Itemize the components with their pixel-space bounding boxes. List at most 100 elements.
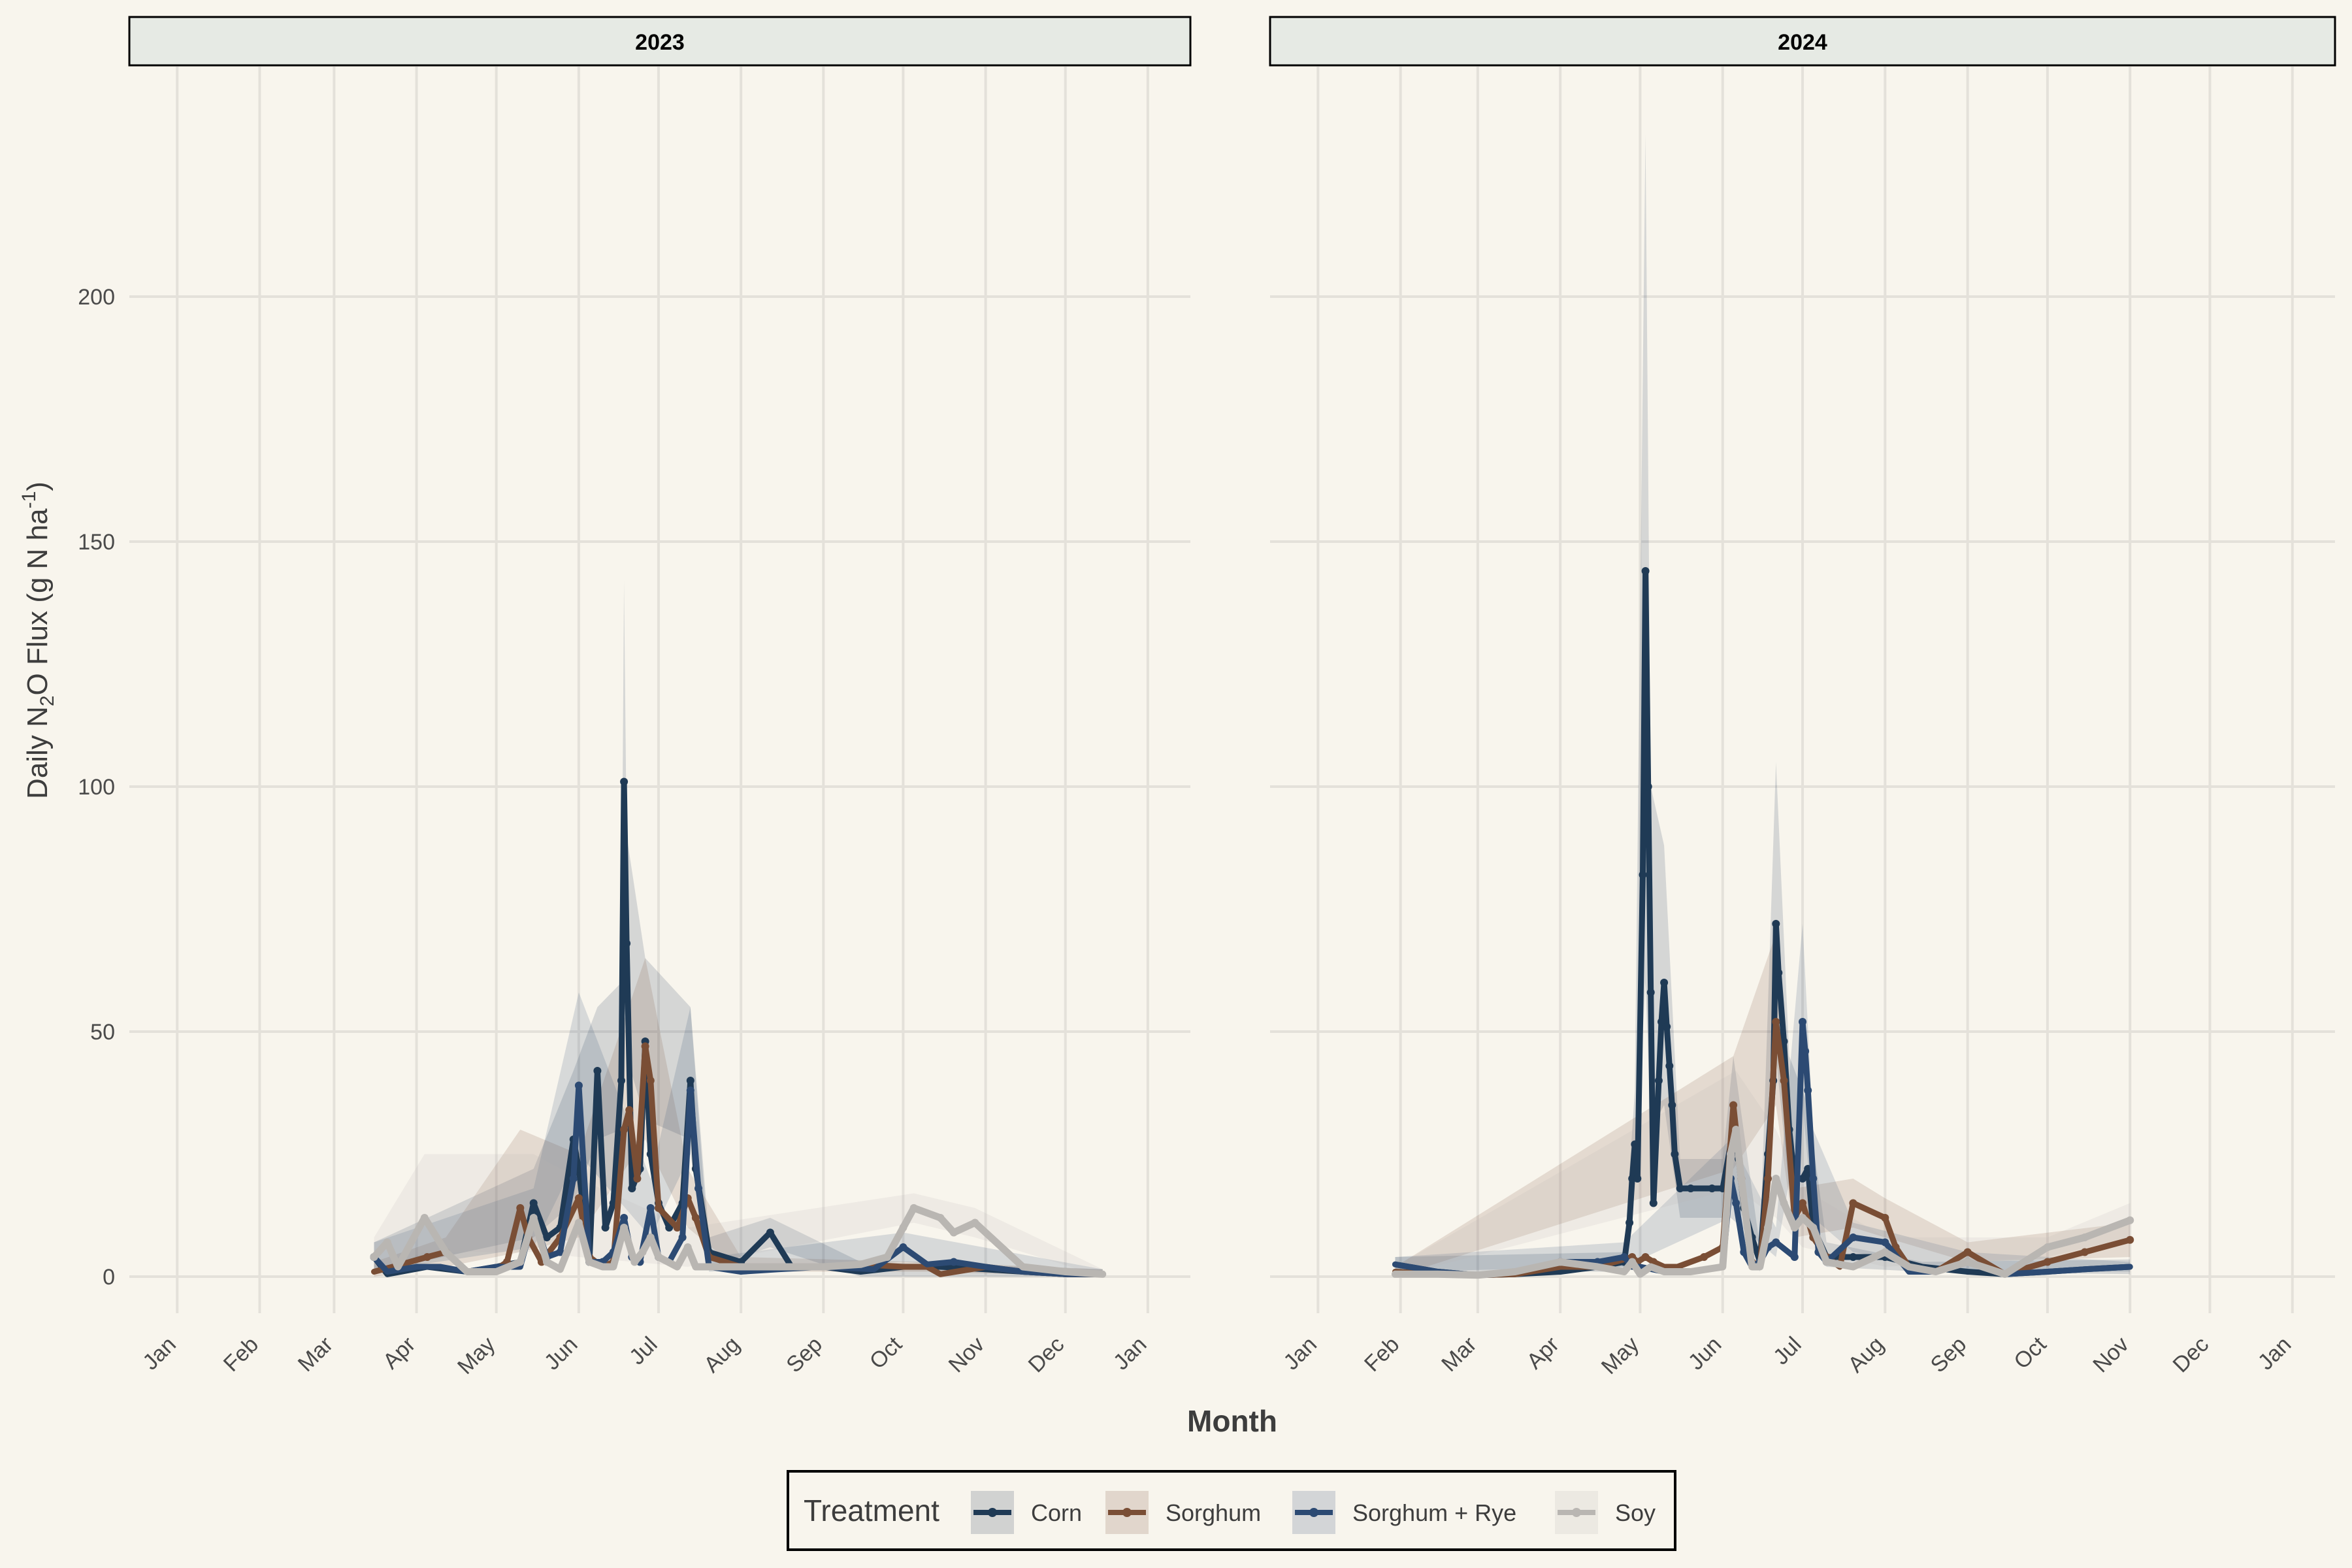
point-corn <box>1780 1037 1788 1045</box>
point-sorghum-rye <box>556 1248 564 1256</box>
point-corn <box>1654 1077 1663 1085</box>
point-sorghum <box>620 1126 629 1134</box>
point-corn <box>1641 567 1650 575</box>
grid <box>129 67 1190 1313</box>
point-sorghum <box>1641 1253 1650 1261</box>
point-sorghum <box>1963 1248 1972 1256</box>
point-soy <box>543 1258 551 1266</box>
point-corn <box>665 1224 674 1232</box>
point-soy <box>1556 1258 1565 1266</box>
y-tick-label: 0 <box>103 1265 115 1290</box>
panel-title: 2023 <box>635 30 685 55</box>
legend-item-soy: Soy <box>1555 1491 1656 1534</box>
point-corn <box>593 1067 602 1075</box>
ribbon-sorghum <box>1395 934 2131 1277</box>
point-corn <box>1671 1150 1679 1158</box>
grid <box>1270 67 2335 1313</box>
point-corn <box>1668 1101 1676 1109</box>
point-sorghum-rye <box>1801 1047 1810 1055</box>
point-sorghum <box>641 1042 649 1051</box>
point-corn <box>1625 1218 1634 1227</box>
point-sorghum <box>2080 1248 2089 1256</box>
point-sorghum-rye <box>949 1258 958 1266</box>
point-soy <box>529 1214 538 1222</box>
point-corn <box>1658 1018 1665 1026</box>
point-soy <box>1737 1175 1746 1183</box>
point-soy <box>1822 1258 1831 1266</box>
point-soy <box>1881 1248 1889 1256</box>
point-soy <box>936 1214 945 1222</box>
point-sorghum <box>1881 1214 1889 1222</box>
point-sorghum-rye <box>686 1086 694 1094</box>
y-tick-label: 100 <box>78 775 115 800</box>
point-corn <box>1646 988 1655 996</box>
point-sorghum <box>2126 1235 2134 1244</box>
point-corn <box>543 1233 551 1241</box>
point-sorghum-rye <box>1804 1086 1812 1094</box>
point-soy <box>2043 1243 2051 1251</box>
legend-key-point <box>1122 1508 1132 1517</box>
point-sorghum-rye <box>899 1243 907 1251</box>
point-corn <box>1633 1175 1642 1183</box>
point-sorghum <box>1780 1077 1788 1085</box>
point-sorghum <box>633 1175 642 1183</box>
point-corn <box>686 1077 694 1085</box>
point-corn <box>1676 1184 1684 1192</box>
point-corn <box>1663 1022 1671 1031</box>
point-soy <box>683 1243 692 1251</box>
point-soy <box>1727 1150 1735 1158</box>
x-axis-title: Month <box>1187 1404 1277 1438</box>
point-corn <box>1631 1140 1639 1149</box>
point-corn <box>1665 1062 1674 1070</box>
point-sorghum-rye <box>694 1184 702 1192</box>
point-soy <box>630 1258 639 1266</box>
y-tick-label: 150 <box>78 530 115 555</box>
point-soy <box>420 1214 429 1222</box>
legend: Treatment Corn Sorghum Sorghum + Rye Soy <box>787 1470 1676 1551</box>
point-sorghum <box>691 1214 700 1222</box>
point-sorghum-rye <box>574 1081 583 1090</box>
point-corn <box>1774 969 1783 977</box>
point-corn <box>1644 783 1652 791</box>
point-soy <box>2126 1216 2134 1224</box>
legend-item-sorghum-rye: Sorghum + Rye <box>1292 1491 1516 1534</box>
point-sorghum <box>574 1194 583 1202</box>
point-soy <box>971 1218 979 1227</box>
point-corn <box>1639 871 1647 879</box>
point-sorghum-rye <box>1881 1238 1889 1247</box>
point-soy <box>1780 1199 1788 1207</box>
point-soy <box>442 1248 450 1256</box>
point-corn <box>623 939 631 947</box>
point-soy <box>383 1238 391 1247</box>
legend-key-point <box>988 1508 997 1517</box>
point-corn <box>1649 1199 1658 1207</box>
point-sorghum <box>673 1224 681 1232</box>
point-soy <box>1772 1175 1780 1183</box>
point-sorghum <box>1772 1018 1780 1026</box>
point-soy <box>370 1253 378 1261</box>
point-soy <box>1963 1258 1972 1266</box>
point-soy <box>1764 1224 1772 1232</box>
point-sorghum-rye <box>1849 1233 1857 1241</box>
point-sorghum <box>1700 1253 1708 1261</box>
point-corn <box>628 1184 636 1192</box>
point-corn <box>620 777 629 786</box>
point-sorghum-rye <box>646 1204 655 1212</box>
legend-box <box>787 1470 1676 1551</box>
point-sorghum-rye <box>1772 1238 1780 1247</box>
point-corn <box>1686 1184 1695 1192</box>
y-tick-label: 50 <box>90 1020 115 1045</box>
point-sorghum-rye <box>1799 1018 1806 1026</box>
panel-title: 2024 <box>1778 30 1827 55</box>
point-sorghum-rye <box>1740 1248 1748 1256</box>
point-sorghum <box>2043 1258 2051 1266</box>
point-soy <box>1809 1224 1818 1232</box>
point-corn <box>1799 1175 1806 1183</box>
point-soy <box>585 1258 594 1266</box>
point-sorghum <box>1849 1199 1857 1207</box>
point-corn <box>1708 1184 1716 1192</box>
y-tick-label: 200 <box>78 285 115 310</box>
